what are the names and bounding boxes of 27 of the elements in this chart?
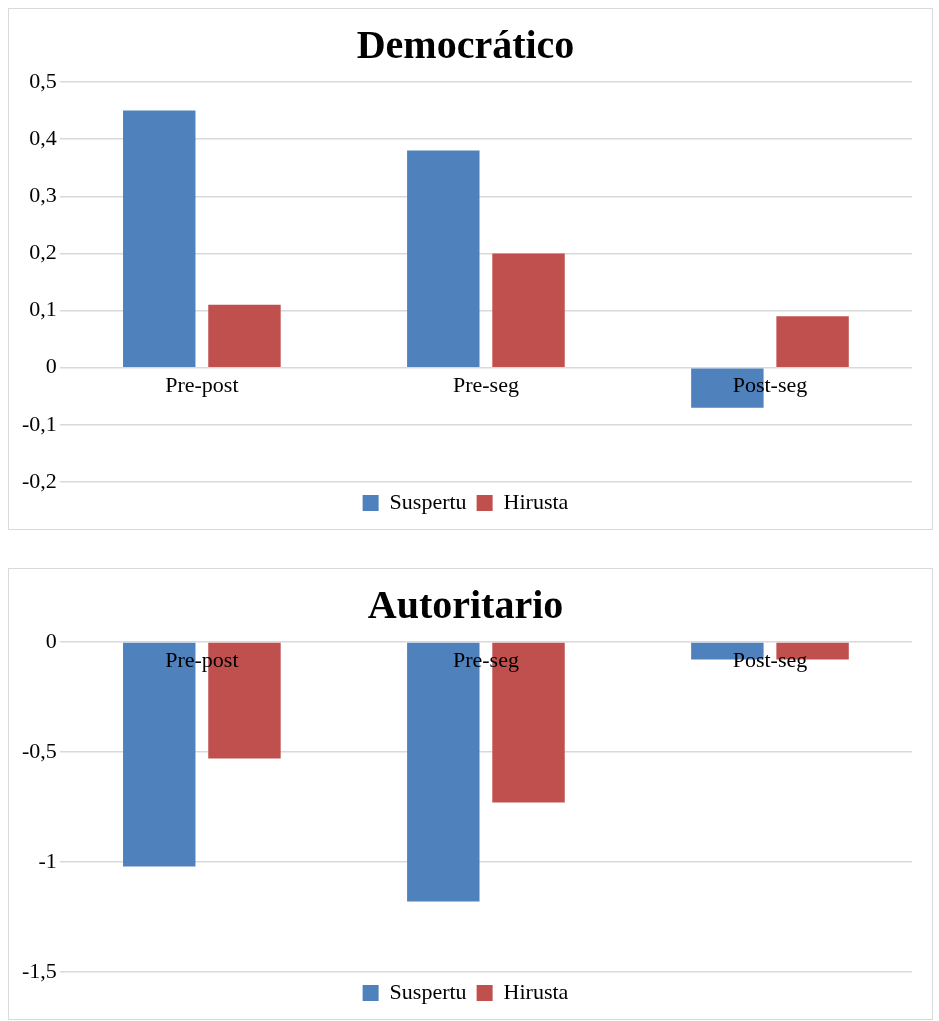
y-tick-label: -1,5 bbox=[22, 957, 57, 983]
y-tick-label: -0,5 bbox=[22, 737, 57, 763]
x-tick-label: Pre-seg bbox=[452, 646, 519, 672]
bar bbox=[492, 253, 565, 367]
y-tick-label: 0 bbox=[45, 627, 57, 653]
legend-label: Hirusta bbox=[503, 488, 569, 514]
bar bbox=[123, 110, 196, 367]
bar bbox=[208, 304, 281, 367]
y-tick-label: 0,5 bbox=[29, 67, 57, 93]
y-tick-label: 0,2 bbox=[29, 239, 57, 265]
bar bbox=[776, 316, 849, 367]
chart-title: Democrático bbox=[356, 22, 575, 68]
y-tick-label: -0,2 bbox=[22, 467, 57, 493]
legend-label: Suspertu bbox=[389, 488, 467, 514]
y-tick-label: -1 bbox=[38, 847, 57, 873]
y-tick-label: 0,1 bbox=[29, 296, 57, 322]
x-tick-label: Pre-post bbox=[165, 646, 239, 672]
bar bbox=[407, 150, 480, 367]
y-tick-label: 0,3 bbox=[29, 182, 57, 208]
chart-title: Autoritario bbox=[367, 582, 564, 628]
legend-label: Hirusta bbox=[503, 978, 569, 1004]
legend-label: Suspertu bbox=[389, 978, 467, 1004]
x-tick-label: Pre-seg bbox=[452, 372, 519, 398]
y-tick-label: 0,4 bbox=[29, 124, 57, 150]
x-tick-label: Pre-post bbox=[165, 372, 239, 398]
y-tick-label: 0 bbox=[45, 353, 57, 379]
y-tick-label: -0,1 bbox=[22, 410, 57, 436]
